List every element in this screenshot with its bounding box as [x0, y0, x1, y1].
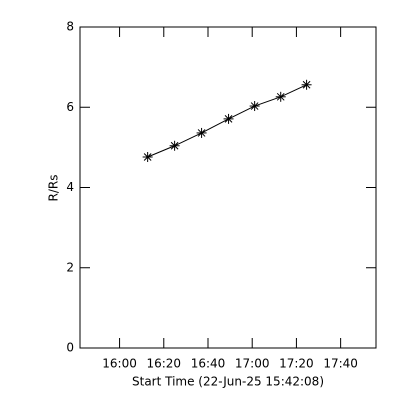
data-point — [223, 113, 234, 124]
y-axis-label: R/Rs — [47, 175, 61, 202]
asterisk-stroke — [170, 141, 179, 150]
y-tick-label: 4 — [66, 180, 74, 194]
asterisk-stroke — [197, 129, 206, 137]
data-point — [142, 152, 153, 163]
y-tick-label: 6 — [66, 100, 74, 114]
x-tick-label: 17:40 — [323, 357, 358, 371]
x-axis-label: Start Time (22-Jun-25 15:42:08) — [132, 375, 324, 389]
y-tick-label: 0 — [66, 341, 74, 355]
x-tick-label: 16:00 — [102, 357, 137, 371]
x-tick-label: 17:20 — [279, 357, 314, 371]
x-tick-label: 16:20 — [146, 357, 181, 371]
data-point — [196, 127, 207, 138]
data-point — [275, 91, 286, 102]
asterisk-stroke — [302, 80, 311, 89]
asterisk-stroke — [224, 115, 233, 123]
x-tick-label: 16:40 — [191, 357, 226, 371]
data-point — [301, 79, 312, 90]
y-tick-label: 2 — [66, 260, 74, 274]
asterisk-stroke — [276, 92, 285, 101]
x-tick-label: 17:00 — [235, 357, 270, 371]
data-point — [249, 101, 260, 112]
data-point — [169, 140, 180, 151]
y-tick-label: 8 — [66, 20, 74, 34]
asterisk-stroke — [143, 153, 152, 161]
plot-frame — [79, 26, 377, 349]
asterisk-stroke — [250, 102, 259, 110]
